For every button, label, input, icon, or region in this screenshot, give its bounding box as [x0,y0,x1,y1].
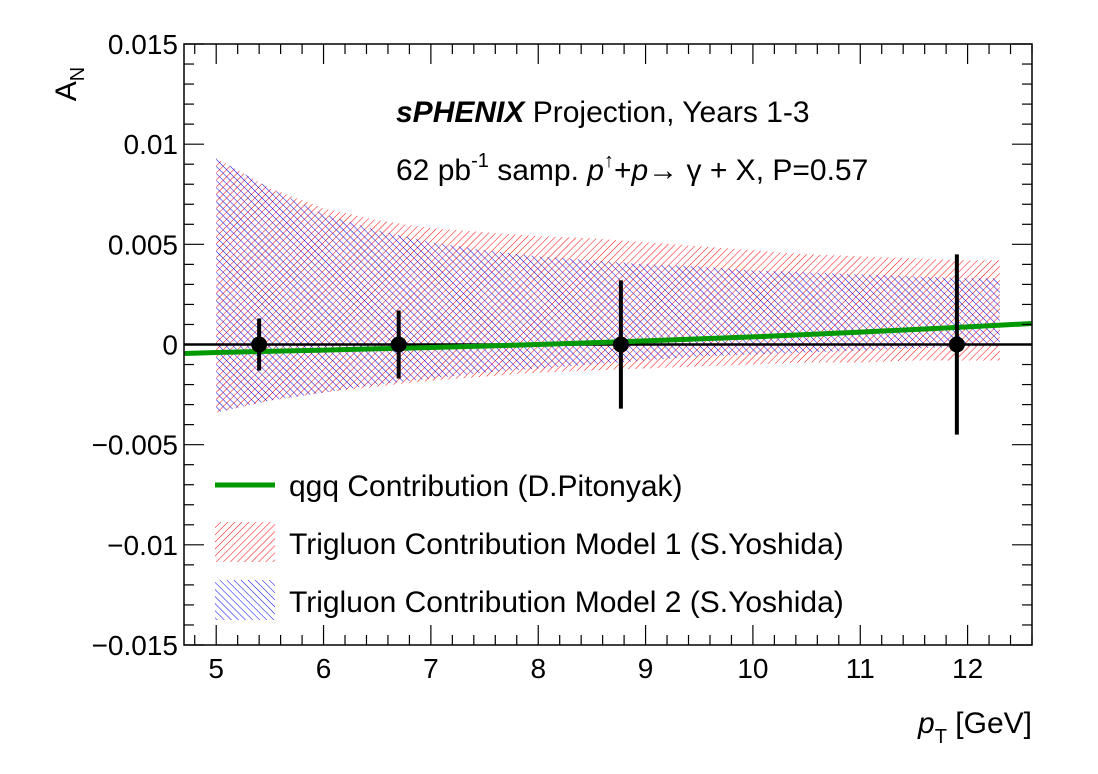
x-axis-label-sub: T [935,726,947,748]
y-tick-label-3: 0 [162,330,178,361]
annotation-plus: + [614,154,632,187]
x-tick-label-5: 10 [737,653,768,684]
x-tick-label-0: 5 [208,653,224,684]
data-point-3 [948,336,965,353]
y-axis-label: AN [50,67,89,101]
y-tick-label-1: −0.01 [107,530,178,561]
annotation-line-2: 62 pb-1 samp. p↑+p→ γ + X, P=0.57 [396,150,868,187]
annotation-arrow: ↑ [604,150,614,172]
x-axis-label-main: p [917,707,935,740]
legend-label-qgq: qgq Contribution (D.Pitonyak) [289,470,683,503]
legend-swatch-model-2 [215,580,275,620]
annotation-lumi: 62 pb [396,154,471,187]
legend-swatch-model-1 [215,522,275,562]
data-point-1 [390,336,407,353]
x-tick-label-4: 9 [638,653,654,684]
legend-label-model-2: Trigluon Contribution Model 2 (S.Yoshida… [289,586,844,619]
y-tick-label-4: 0.005 [108,229,178,260]
y-tick-label-0: −0.015 [92,630,178,661]
y-axis-label-main: A [50,81,83,101]
x-tick-label-3: 8 [530,653,546,684]
annotation-experiment: sPHENIX [396,96,526,129]
data-point-0 [251,336,268,353]
legend-label-model-1: Trigluon Contribution Model 1 (S.Yoshida… [289,528,844,561]
annotation-p2: p [630,154,648,187]
x-tick-label-6: 11 [846,653,875,684]
y-axis-label-sub: N [67,67,89,81]
annotation-lumi-exp: -1 [471,150,489,172]
x-tick-label-7: 12 [952,653,983,684]
x-tick-label-2: 7 [423,653,439,684]
qgq-curve [184,321,1032,356]
data-point-2 [612,336,629,353]
annotation-samp: samp. [489,154,587,187]
annotation-line-1: sPHENIX Projection, Years 1-3 [396,96,810,129]
annotation-reaction: → γ + X, P=0.57 [648,154,868,187]
annotation-projection: Projection, Years 1-3 [524,96,809,129]
x-tick-label-1: 6 [316,653,332,684]
y-tick-label-6: 0.015 [108,29,178,60]
x-axis-label-unit: [GeV] [947,707,1032,740]
y-tick-label-5: 0.01 [124,129,179,160]
x-axis-label: pT [GeV] [917,707,1032,748]
annotation-p1: p [586,154,604,187]
legend: qgq Contribution (D.Pitonyak) Trigluon C… [215,470,844,620]
y-tick-label-2: −0.005 [92,430,178,461]
